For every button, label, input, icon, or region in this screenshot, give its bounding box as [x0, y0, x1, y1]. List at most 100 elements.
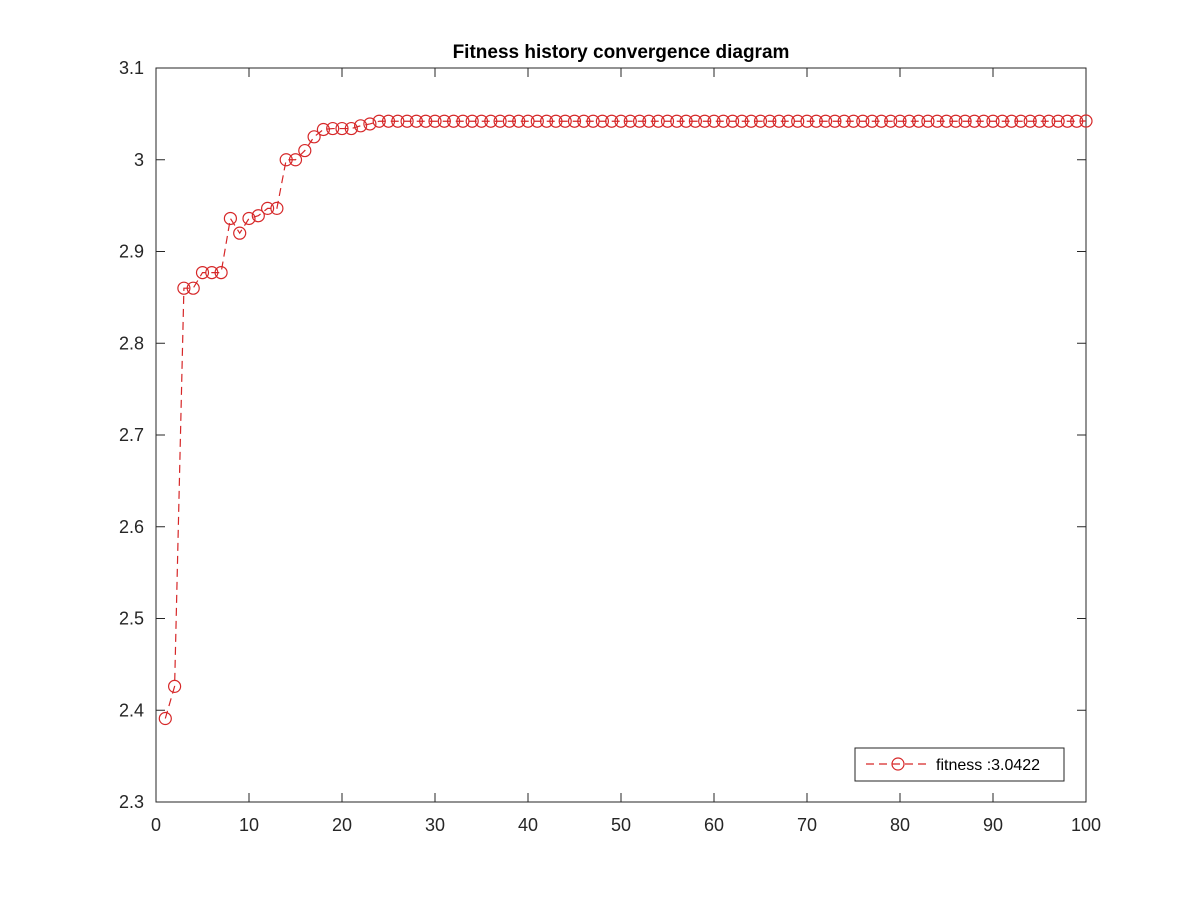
data-point-marker	[828, 114, 842, 128]
data-point-marker	[391, 114, 405, 128]
legend-label: fitness :3.0422	[936, 757, 1040, 774]
data-point-marker	[911, 114, 926, 128]
x-tick-label: 20	[332, 815, 352, 835]
data-point-marker	[493, 114, 507, 128]
data-point-marker	[716, 114, 730, 128]
y-tick-label: 2.7	[119, 425, 144, 445]
plot-area: 0 10 20 30 40 50 60 70 80 90 100 2.32.42.52.62.72.…	[119, 58, 1101, 835]
data-point-marker	[1014, 114, 1028, 128]
data-point-marker	[735, 114, 749, 128]
data-point-marker	[809, 114, 823, 128]
data-point-marker	[753, 114, 768, 128]
axes-box	[155, 67, 1087, 803]
data-point-marker	[930, 114, 944, 128]
series-layer	[158, 114, 1093, 726]
y-tick-label: 2.3	[119, 792, 144, 812]
x-tick-label: 40	[518, 815, 538, 835]
data-point-marker	[177, 281, 191, 295]
data-point-marker	[921, 114, 935, 128]
data-point-marker	[577, 114, 591, 128]
data-point-marker	[372, 114, 386, 128]
data-point-marker	[586, 114, 600, 128]
data-point-marker	[474, 114, 489, 128]
data-point-marker	[1023, 114, 1037, 128]
data-point-marker	[846, 114, 861, 128]
data-point-marker	[763, 114, 777, 128]
data-point-marker	[447, 114, 461, 128]
data-point-marker	[623, 114, 637, 128]
data-point-marker	[744, 114, 758, 128]
data-point-marker	[781, 114, 796, 128]
data-point-marker	[205, 266, 219, 280]
legend-marker-sample	[891, 757, 905, 771]
legend-box	[854, 747, 1065, 782]
data-point-marker	[288, 153, 303, 167]
data-point-marker	[567, 114, 582, 128]
data-point-marker	[270, 201, 284, 215]
data-point-marker	[168, 679, 182, 693]
data-point-marker	[381, 114, 396, 128]
data-point-marker	[233, 226, 247, 240]
x-tick-label: 80	[890, 815, 910, 835]
data-point-marker	[949, 114, 963, 128]
x-tick-label: 100	[1071, 815, 1101, 835]
data-point-marker	[642, 114, 656, 128]
x-tick-label: 90	[983, 815, 1003, 835]
x-tick-label: 30	[425, 815, 445, 835]
x-tick-label: 10	[239, 815, 259, 835]
chart-title: Fitness history convergence diagram	[453, 42, 790, 63]
data-point-marker	[326, 121, 340, 136]
data-point-marker	[530, 114, 544, 128]
data-point-marker	[242, 211, 256, 226]
y-tick-label: 2.4	[119, 700, 144, 720]
y-tick-label: 2.9	[119, 242, 144, 262]
data-point-marker	[605, 114, 619, 128]
data-point-marker	[791, 114, 805, 128]
y-tick-label: 3.1	[119, 58, 144, 78]
x-axis: 0 10 20 30 40 50 60 70 80 90 100	[151, 68, 1101, 835]
data-point-marker	[893, 114, 907, 128]
data-point-marker	[1079, 114, 1093, 128]
data-point-marker	[335, 121, 349, 136]
data-point-marker	[186, 281, 200, 295]
data-point-marker	[939, 114, 954, 128]
data-point-marker	[837, 114, 851, 128]
y-tick-label: 3	[134, 150, 144, 170]
data-point-marker	[316, 122, 330, 137]
data-point-marker	[465, 114, 479, 128]
data-point-marker	[865, 114, 879, 128]
data-point-marker	[354, 119, 368, 133]
y-tick-label: 2.6	[119, 517, 144, 537]
data-point-marker	[986, 114, 1000, 128]
data-point-marker	[195, 266, 210, 280]
data-point-marker	[298, 143, 312, 158]
data-point-marker	[651, 114, 665, 128]
data-point-marker	[818, 114, 833, 128]
data-point-marker	[967, 114, 982, 128]
data-point-marker	[428, 114, 442, 128]
data-point-marker	[484, 114, 498, 128]
x-tick-label: 50	[611, 815, 631, 835]
data-point-marker	[1004, 114, 1019, 128]
x-tick-label: 60	[704, 815, 724, 835]
data-point-marker	[261, 201, 275, 215]
data-point-marker	[874, 114, 889, 128]
data-point-marker	[660, 114, 675, 128]
data-point-marker	[1060, 114, 1075, 128]
data-point-marker	[279, 153, 293, 167]
data-point-marker	[214, 266, 228, 280]
data-point-marker	[409, 114, 423, 128]
data-point-marker	[251, 209, 265, 223]
data-point-marker	[549, 114, 563, 128]
data-point-marker	[558, 114, 572, 128]
data-point-marker	[707, 114, 721, 128]
data-point-marker	[698, 114, 712, 128]
data-point-marker	[512, 114, 526, 128]
data-point-marker	[1070, 114, 1084, 128]
data-point-marker	[1051, 114, 1065, 128]
data-point-marker	[800, 114, 814, 128]
x-tick-label: 0	[151, 815, 161, 835]
data-point-marker	[1042, 114, 1056, 128]
